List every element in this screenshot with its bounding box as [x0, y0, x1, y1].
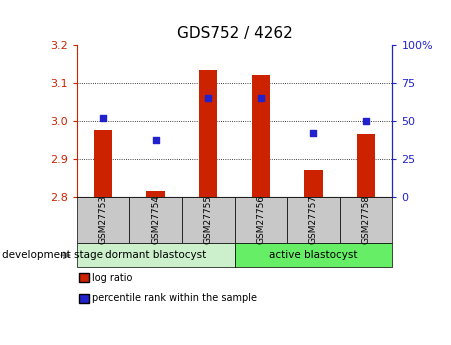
- Point: [310, 130, 317, 136]
- Text: GSM27754: GSM27754: [151, 195, 160, 245]
- Text: development stage: development stage: [2, 250, 103, 260]
- Text: GSM27758: GSM27758: [362, 195, 371, 245]
- Bar: [147, 191, 165, 197]
- Point: [257, 95, 264, 101]
- Text: percentile rank within the sample: percentile rank within the sample: [92, 294, 258, 303]
- Bar: [199, 70, 217, 197]
- Bar: [357, 134, 375, 197]
- Title: GDS752 / 4262: GDS752 / 4262: [177, 26, 292, 41]
- Point: [99, 115, 106, 120]
- Bar: [94, 130, 112, 197]
- Text: GSM27753: GSM27753: [98, 195, 107, 245]
- Text: GSM27756: GSM27756: [256, 195, 265, 245]
- Text: log ratio: log ratio: [92, 273, 133, 283]
- Point: [205, 95, 212, 101]
- Text: dormant blastocyst: dormant blastocyst: [105, 250, 206, 260]
- Text: GSM27755: GSM27755: [204, 195, 213, 245]
- Text: GSM27757: GSM27757: [309, 195, 318, 245]
- Bar: [252, 75, 270, 197]
- Bar: [304, 170, 322, 197]
- Point: [152, 138, 159, 143]
- Point: [363, 118, 370, 124]
- Text: active blastocyst: active blastocyst: [269, 250, 358, 260]
